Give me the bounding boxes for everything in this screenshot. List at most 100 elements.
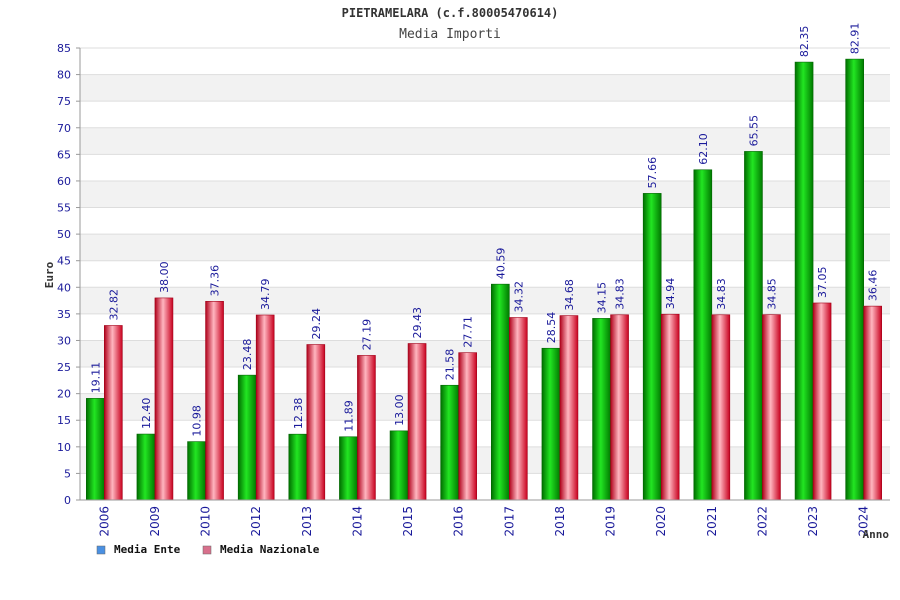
y-axis-ticks: 0 5 10 15 20 25 30 35 40 45 50 55 60 65 70 75 80 85 <box>57 42 80 507</box>
bar-media-nazionale-2017 <box>509 317 528 501</box>
value-label-media-nazionale-2022: 34.85 <box>765 278 778 310</box>
value-label-media-ente-2018: 28.54 <box>545 312 558 344</box>
value-label-media-nazionale-2015: 29.43 <box>411 307 424 339</box>
bar-media-nazionale-2010 <box>205 301 224 501</box>
value-label-media-nazionale-2013: 29.24 <box>310 308 323 340</box>
x-tick-label-2006: 2006 <box>97 506 111 537</box>
value-label-media-nazionale-2021: 34.83 <box>715 278 728 310</box>
x-tick-label-2014: 2014 <box>350 506 364 537</box>
value-label-media-nazionale-2024: 36.46 <box>867 270 880 302</box>
bar-media-nazionale-2006 <box>104 325 123 501</box>
x-tick-label-2022: 2022 <box>755 506 769 537</box>
value-label-media-ente-2014: 11.89 <box>342 400 355 432</box>
bar-media-ente-2019 <box>592 318 611 501</box>
grid-band <box>80 207 890 235</box>
bar-media-ente-2022 <box>744 151 763 501</box>
legend-label-media-ente: Media Ente <box>114 543 181 556</box>
x-tick-label-2009: 2009 <box>148 506 162 537</box>
grid-band <box>80 101 890 128</box>
x-tick-label-2017: 2017 <box>502 506 516 537</box>
x-tick-label-2019: 2019 <box>604 506 618 537</box>
x-tick-label-2018: 2018 <box>553 506 567 537</box>
chart-title: PIETRAMELARA (c.f.80005470614) <box>342 6 559 20</box>
y-tick-label: 40 <box>57 281 71 294</box>
y-tick-label: 0 <box>64 494 71 507</box>
value-label-media-ente-2015: 13.00 <box>393 394 406 426</box>
y-tick-label: 75 <box>57 95 71 108</box>
value-label-media-nazionale-2014: 27.19 <box>360 319 373 351</box>
value-label-media-ente-2019: 34.15 <box>596 282 609 314</box>
y-tick-label: 65 <box>57 148 71 161</box>
bar-media-nazionale-2019 <box>610 314 629 501</box>
x-tick-label-2024: 2024 <box>857 506 871 537</box>
y-tick-label: 45 <box>57 255 71 268</box>
value-label-media-nazionale-2019: 34.83 <box>614 278 627 310</box>
x-tick-label-2012: 2012 <box>249 506 263 537</box>
value-label-media-ente-2024: 82.91 <box>849 23 862 55</box>
x-tick-label-2020: 2020 <box>654 506 668 537</box>
bar-media-ente-2013 <box>288 433 308 501</box>
bar-media-nazionale-2023 <box>812 302 832 501</box>
grid-band <box>80 154 890 181</box>
bar-media-ente-2024 <box>845 58 864 501</box>
bar-media-nazionale-2018 <box>559 315 579 501</box>
value-label-media-nazionale-2012: 34.79 <box>259 278 272 310</box>
bar-media-nazionale-2021 <box>711 314 731 501</box>
bar-media-ente-2020 <box>642 193 662 501</box>
value-label-media-nazionale-2018: 34.68 <box>563 279 576 311</box>
bar-media-ente-2010 <box>187 441 206 501</box>
bar-media-ente-2009 <box>136 433 156 501</box>
bar-media-ente-2017 <box>491 283 510 501</box>
value-label-media-ente-2006: 19.11 <box>89 362 102 394</box>
y-axis-label: Euro <box>43 261 56 288</box>
value-label-media-ente-2022: 65.55 <box>747 115 760 147</box>
bar-media-nazionale-2015 <box>407 343 427 501</box>
bar-media-nazionale-2016 <box>458 352 477 501</box>
bar-media-nazionale-2022 <box>762 314 781 501</box>
value-labels: 19.11 32.82 12.40 38.00 10.98 37.36 23.48 34.79… <box>89 23 879 437</box>
value-label-media-ente-2012: 23.48 <box>241 339 254 371</box>
x-tick-label-2023: 2023 <box>806 506 820 537</box>
y-tick-label: 35 <box>57 308 71 321</box>
value-label-media-nazionale-2016: 27.71 <box>462 316 475 348</box>
y-tick-label: 10 <box>57 441 71 454</box>
x-axis-label: Anno <box>863 528 890 541</box>
value-label-media-nazionale-2010: 37.36 <box>209 265 222 297</box>
y-tick-label: 5 <box>64 467 71 480</box>
y-tick-label: 85 <box>57 42 71 55</box>
y-tick-label: 20 <box>57 388 71 401</box>
bar-media-ente-2018 <box>541 347 561 501</box>
value-label-media-ente-2021: 62.10 <box>697 133 710 165</box>
bar-media-nazionale-2024 <box>863 305 882 501</box>
grid-band <box>80 234 890 261</box>
grid-band <box>80 127 890 155</box>
legend-label-media-nazionale: Media Nazionale <box>220 543 320 556</box>
grid-band <box>80 74 890 102</box>
value-label-media-ente-2009: 12.40 <box>140 398 153 430</box>
value-label-media-nazionale-2020: 34.94 <box>664 278 677 310</box>
x-tick-label-2010: 2010 <box>199 506 213 537</box>
y-tick-label: 15 <box>57 414 71 427</box>
x-tick-label-2015: 2015 <box>401 506 415 537</box>
value-label-media-nazionale-2006: 32.82 <box>107 289 120 321</box>
bar-media-ente-2023 <box>794 61 814 501</box>
value-label-media-nazionale-2023: 37.05 <box>816 266 829 298</box>
value-label-media-nazionale-2017: 34.32 <box>512 281 525 313</box>
grid-band <box>80 48 890 75</box>
y-tick-label: 50 <box>57 228 71 241</box>
value-label-media-ente-2023: 82.35 <box>798 26 811 58</box>
bar-media-ente-2016 <box>440 384 459 501</box>
y-tick-label: 55 <box>57 202 71 215</box>
x-tick-label-2013: 2013 <box>300 506 314 537</box>
y-tick-label: 70 <box>57 122 71 135</box>
bar-media-ente-2014 <box>339 436 358 501</box>
value-label-media-nazionale-2009: 38.00 <box>158 261 171 293</box>
legend: Media Ente Media Nazionale <box>96 543 320 556</box>
legend-swatch-media-ente <box>96 545 106 555</box>
legend-swatch-media-nazionale <box>202 545 212 555</box>
grid-band <box>80 180 890 208</box>
bar-media-ente-2021 <box>693 169 713 501</box>
bar-media-nazionale-2012 <box>255 314 275 501</box>
x-tick-label-2016: 2016 <box>452 506 466 537</box>
value-label-media-ente-2020: 57.66 <box>646 157 659 189</box>
